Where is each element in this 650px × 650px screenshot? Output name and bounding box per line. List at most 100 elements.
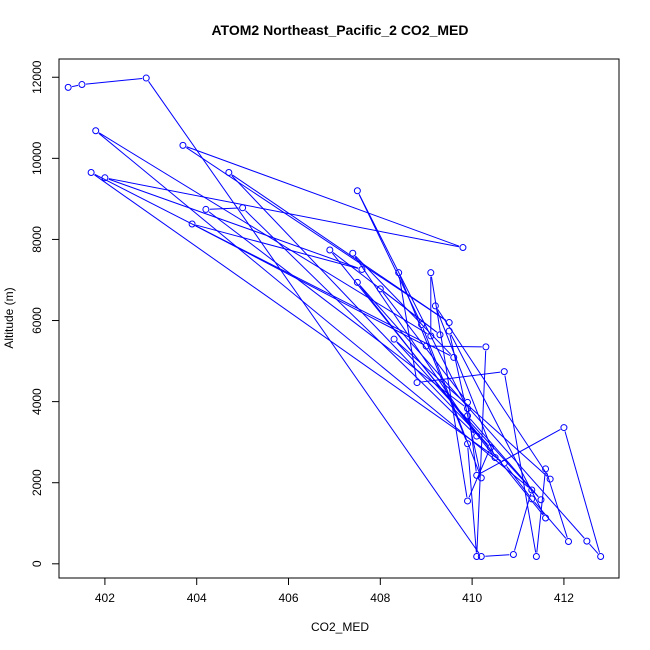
- y-tick-label: 0: [30, 560, 44, 567]
- data-point: [464, 497, 472, 505]
- data-point: [532, 553, 540, 561]
- y-tick-label: 2000: [30, 469, 44, 496]
- data-point: [326, 246, 334, 254]
- series-line-segment: [504, 375, 537, 553]
- series-line-segment: [208, 211, 465, 407]
- x-tick-label: 410: [462, 591, 482, 605]
- x-tick-label: 412: [554, 591, 574, 605]
- data-point: [390, 335, 398, 343]
- data-point: [418, 321, 426, 329]
- data-point: [450, 353, 458, 361]
- data-point: [188, 220, 196, 228]
- data-point: [436, 331, 444, 339]
- data-point: [597, 553, 605, 561]
- data-point: [358, 265, 366, 273]
- y-axis: 0 2000 4000 6000 8000 10000 12000: [30, 60, 60, 567]
- x-tick-label: 406: [278, 591, 298, 605]
- x-tick-label: 408: [370, 591, 390, 605]
- data-point: [464, 440, 472, 448]
- series-line-segment: [396, 341, 548, 477]
- series-line-segment: [355, 255, 452, 355]
- series-line-segment: [98, 132, 530, 488]
- series-line-segment: [479, 429, 561, 474]
- x-tick-label: 404: [187, 591, 207, 605]
- series-line-segment: [469, 418, 539, 498]
- data-point: [239, 204, 247, 212]
- y-tick-label: 4000: [30, 388, 44, 415]
- data-point: [427, 332, 435, 340]
- series-line-segment: [546, 472, 568, 538]
- data-point: [528, 486, 536, 494]
- data-point: [491, 454, 499, 462]
- series-line-segment: [382, 291, 466, 400]
- series-line-segment: [514, 493, 532, 551]
- data-point: [542, 465, 550, 473]
- data-point: [473, 553, 481, 561]
- data-point: [542, 514, 550, 522]
- data-point: [64, 83, 72, 91]
- series-line-segment: [534, 501, 567, 539]
- series-line-segment: [354, 256, 475, 434]
- x-axis: 402 404 406 408 410 412: [95, 577, 574, 605]
- data-point: [546, 475, 554, 483]
- data-point: [445, 327, 453, 335]
- data-point: [395, 269, 403, 277]
- chart-title: ATOM2 Northeast_Pacific_2 CO2_MED: [211, 22, 468, 38]
- data-point: [528, 495, 536, 503]
- data-point: [500, 368, 508, 376]
- series-line-segment: [108, 178, 460, 248]
- data-point: [376, 285, 384, 293]
- series-line-segment: [209, 207, 239, 210]
- data-point: [445, 319, 453, 327]
- data-point: [565, 538, 573, 546]
- data-point: [537, 496, 545, 504]
- data-point: [142, 74, 150, 82]
- y-axis-label: Altitude (m): [2, 287, 16, 348]
- data-point: [422, 342, 430, 350]
- series-line-segment: [430, 276, 468, 498]
- series-line-segment: [485, 554, 510, 557]
- series-line-segment: [108, 178, 359, 269]
- series-line-segment: [358, 194, 421, 322]
- series-line-segment: [430, 345, 482, 348]
- data-point: [431, 302, 439, 310]
- data-point: [482, 343, 490, 351]
- data-point: [473, 471, 481, 479]
- y-tick-label: 8000: [30, 226, 44, 253]
- data-point: [459, 244, 467, 252]
- data-point: [464, 398, 472, 406]
- series-line-segment: [358, 194, 467, 406]
- series-line-segment: [185, 147, 447, 321]
- x-axis-label: CO2_MED: [311, 620, 369, 634]
- data-point: [500, 459, 508, 467]
- data-series: [64, 74, 605, 561]
- series-line-segment: [94, 174, 502, 462]
- series-line-segment: [468, 450, 490, 498]
- series-line-segment: [589, 543, 599, 554]
- series-line-segment: [94, 173, 451, 357]
- y-tick-label: 6000: [30, 307, 44, 334]
- series-line-segment: [71, 84, 79, 88]
- series-line-segment: [450, 334, 545, 515]
- data-point: [349, 249, 357, 257]
- data-point: [583, 537, 591, 545]
- series-line-segment: [506, 466, 530, 497]
- data-point: [353, 187, 361, 195]
- series-line-segment: [467, 406, 477, 472]
- y-tick-label: 10000: [30, 141, 44, 175]
- data-point: [353, 278, 361, 286]
- series-line-segment: [186, 146, 460, 247]
- data-point: [473, 432, 481, 440]
- data-point: [486, 443, 494, 451]
- data-point: [413, 379, 421, 387]
- series-line-segment: [245, 210, 475, 434]
- data-point: [202, 205, 210, 213]
- series-line-segment: [564, 431, 601, 553]
- series-line-segment: [437, 308, 549, 477]
- series-line-segment: [195, 224, 359, 269]
- series-line-segment: [476, 350, 487, 553]
- series-line-segment: [85, 77, 143, 85]
- series-line-segment: [359, 285, 493, 455]
- series-line-segment: [396, 341, 539, 498]
